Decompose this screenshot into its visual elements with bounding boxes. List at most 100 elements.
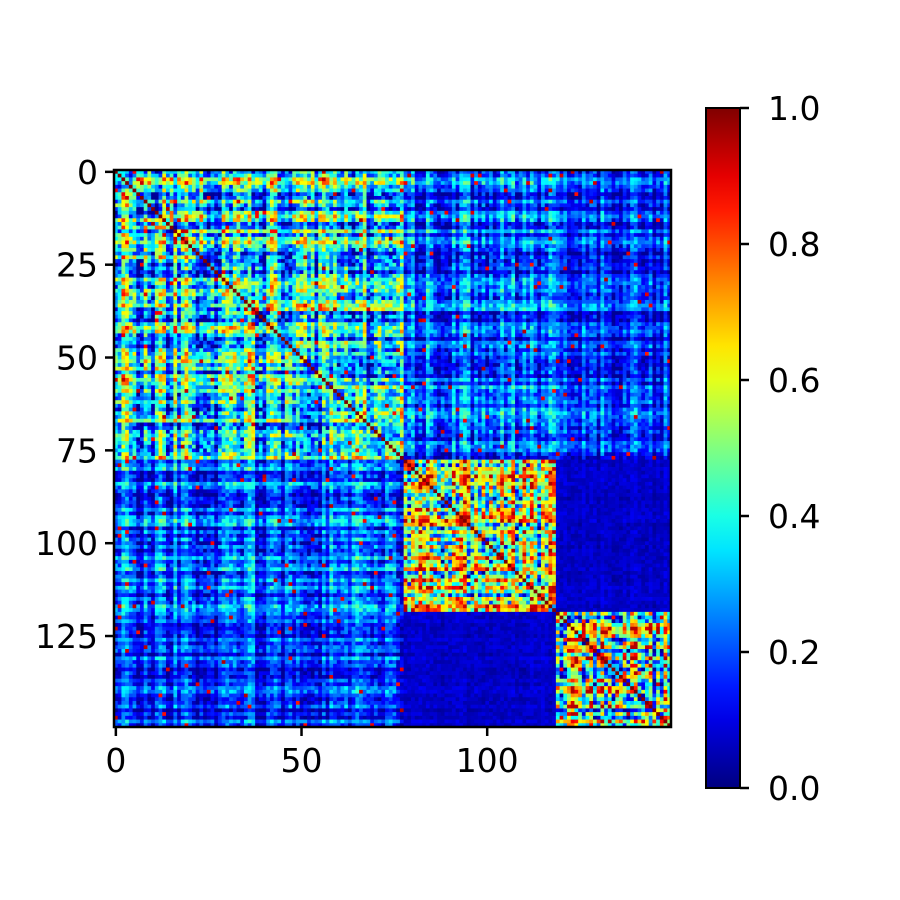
heatmap-cell — [270, 211, 274, 215]
heatmap-cell — [162, 274, 166, 278]
heatmap-cell — [496, 274, 500, 278]
heatmap-cell — [292, 222, 296, 226]
heatmap-cell — [604, 218, 608, 222]
heatmap-cell — [307, 237, 311, 241]
heatmap-cell — [508, 285, 512, 289]
heatmap-cell — [608, 285, 612, 289]
heatmap-cell — [418, 281, 422, 285]
heatmap-cell — [489, 281, 493, 285]
heatmap-cell — [292, 233, 296, 237]
heatmap-cell — [341, 196, 345, 200]
heatmap-cell — [630, 278, 634, 282]
heatmap-cell — [400, 177, 404, 181]
heatmap-cell — [237, 237, 241, 241]
heatmap-cell — [467, 200, 471, 204]
heatmap-cell — [188, 241, 192, 245]
heatmap-cell — [630, 196, 634, 200]
heatmap-cell — [322, 233, 326, 237]
heatmap-cell — [615, 200, 619, 204]
heatmap-cell — [289, 207, 293, 211]
heatmap-cell — [430, 185, 434, 189]
heatmap-cell — [188, 285, 192, 289]
heatmap-cell — [604, 174, 608, 178]
heatmap-cell — [136, 293, 140, 297]
heatmap-cell — [474, 177, 478, 181]
heatmap-cell — [485, 229, 489, 233]
heatmap-cell — [259, 203, 263, 207]
heatmap-cell — [307, 263, 311, 267]
heatmap-cell — [229, 215, 233, 219]
heatmap-cell — [441, 244, 445, 248]
heatmap-cell — [615, 259, 619, 263]
heatmap-cell — [612, 211, 616, 215]
heatmap-cell — [311, 255, 315, 259]
heatmap-cell — [463, 211, 467, 215]
heatmap-cell — [129, 207, 133, 211]
heatmap-cell — [188, 259, 192, 263]
heatmap-cell — [508, 226, 512, 230]
heatmap-cell — [418, 229, 422, 233]
heatmap-cell — [508, 185, 512, 189]
heatmap-cell — [649, 218, 653, 222]
heatmap-cell — [251, 274, 255, 278]
heatmap-cell — [125, 226, 129, 230]
heatmap-cell — [574, 241, 578, 245]
heatmap-cell — [370, 215, 374, 219]
heatmap-cell — [300, 203, 304, 207]
heatmap-cell — [263, 259, 267, 263]
heatmap-cell — [136, 270, 140, 274]
heatmap-cell — [660, 211, 664, 215]
heatmap-cell — [214, 270, 218, 274]
heatmap-cell — [630, 263, 634, 267]
heatmap-cell — [441, 248, 445, 252]
heatmap-cell — [147, 215, 151, 219]
heatmap-cell — [159, 174, 163, 178]
heatmap-cell — [426, 281, 430, 285]
heatmap-cell — [418, 226, 422, 230]
heatmap-cell — [352, 233, 356, 237]
heatmap-cell — [188, 281, 192, 285]
heatmap-cell — [374, 267, 378, 271]
heatmap-cell — [522, 229, 526, 233]
heatmap-cell — [593, 215, 597, 219]
heatmap-cell — [207, 174, 211, 178]
heatmap-cell — [318, 189, 322, 193]
heatmap-cell — [118, 285, 122, 289]
heatmap-cell — [274, 252, 278, 256]
heatmap-cell — [407, 215, 411, 219]
heatmap-cell — [656, 196, 660, 200]
heatmap-cell — [526, 185, 530, 189]
heatmap-cell — [240, 185, 244, 189]
heatmap-cell — [170, 215, 174, 219]
heatmap-cell — [144, 211, 148, 215]
heatmap-cell — [645, 244, 649, 248]
heatmap-cell — [574, 229, 578, 233]
heatmap-cell — [582, 222, 586, 226]
heatmap-cell — [619, 189, 623, 193]
heatmap-cell — [389, 189, 393, 193]
heatmap-cell — [634, 229, 638, 233]
heatmap-cell — [229, 207, 233, 211]
heatmap-cell — [170, 203, 174, 207]
heatmap-cell — [615, 226, 619, 230]
heatmap-cell — [192, 189, 196, 193]
heatmap-cell — [638, 222, 642, 226]
heatmap-cell — [147, 285, 151, 289]
heatmap-cell — [589, 233, 593, 237]
heatmap-cell — [586, 196, 590, 200]
heatmap-cell — [303, 248, 307, 252]
heatmap-cell — [630, 259, 634, 263]
heatmap-cell — [485, 189, 489, 193]
heatmap-cell — [259, 226, 263, 230]
heatmap-cell — [162, 218, 166, 222]
heatmap-cell — [125, 259, 129, 263]
heatmap-cell — [619, 222, 623, 226]
heatmap-cell — [634, 218, 638, 222]
heatmap-cell — [251, 189, 255, 193]
heatmap-cell — [240, 211, 244, 215]
heatmap-cell — [381, 270, 385, 274]
heatmap-cell — [136, 263, 140, 267]
heatmap-cell — [411, 203, 415, 207]
heatmap-cell — [322, 185, 326, 189]
heatmap-cell — [140, 237, 144, 241]
